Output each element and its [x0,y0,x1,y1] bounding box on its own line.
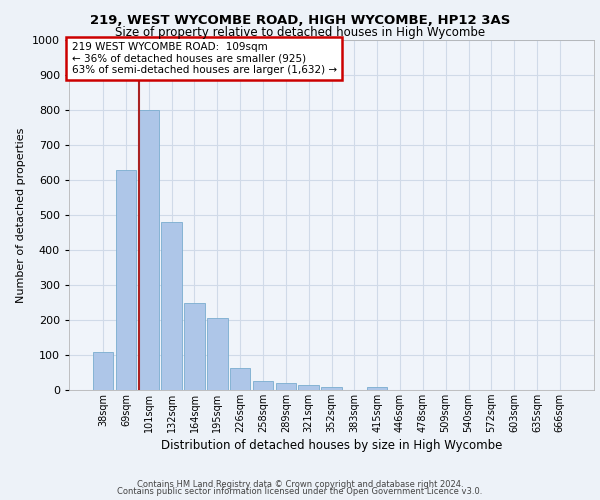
Bar [139,110,159,390]
Bar [184,302,205,390]
Bar [116,170,136,390]
Text: Contains HM Land Registry data © Crown copyright and database right 2024.: Contains HM Land Registry data © Crown c… [137,480,463,489]
Text: 219 WEST WYCOMBE ROAD:  109sqm
← 36% of detached houses are smaller (925)
63% of: 219 WEST WYCOMBE ROAD: 109sqm ← 36% of d… [71,42,337,75]
Bar [298,385,319,390]
Bar [161,222,182,390]
Bar [93,352,113,390]
Bar [207,318,227,390]
Text: Size of property relative to detached houses in High Wycombe: Size of property relative to detached ho… [115,26,485,39]
Bar [230,368,250,390]
X-axis label: Distribution of detached houses by size in High Wycombe: Distribution of detached houses by size … [161,439,502,452]
Y-axis label: Number of detached properties: Number of detached properties [16,128,26,302]
Bar [275,383,296,390]
Bar [367,386,388,390]
Text: Contains public sector information licensed under the Open Government Licence v3: Contains public sector information licen… [118,487,482,496]
Text: 219, WEST WYCOMBE ROAD, HIGH WYCOMBE, HP12 3AS: 219, WEST WYCOMBE ROAD, HIGH WYCOMBE, HP… [90,14,510,27]
Bar [321,386,342,390]
Bar [253,380,273,390]
